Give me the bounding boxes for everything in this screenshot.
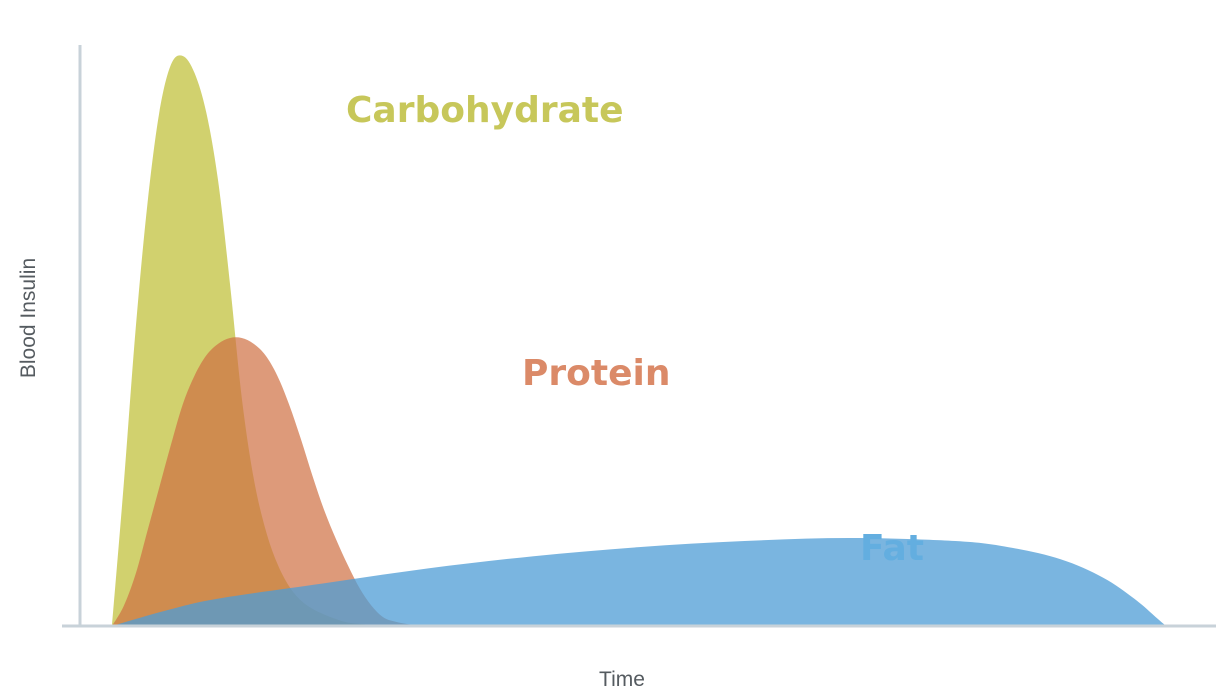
series-label-carbohydrate: Carbohydrate: [346, 90, 624, 131]
series-label-protein: Protein: [522, 353, 670, 394]
series-label-fat: Fat: [860, 528, 924, 569]
x-axis-label: Time: [599, 668, 645, 691]
series-areas: [112, 55, 1166, 626]
area-fat: [112, 538, 1166, 626]
y-axis-label: Blood Insulin: [17, 258, 40, 378]
area-protein: [112, 337, 702, 626]
